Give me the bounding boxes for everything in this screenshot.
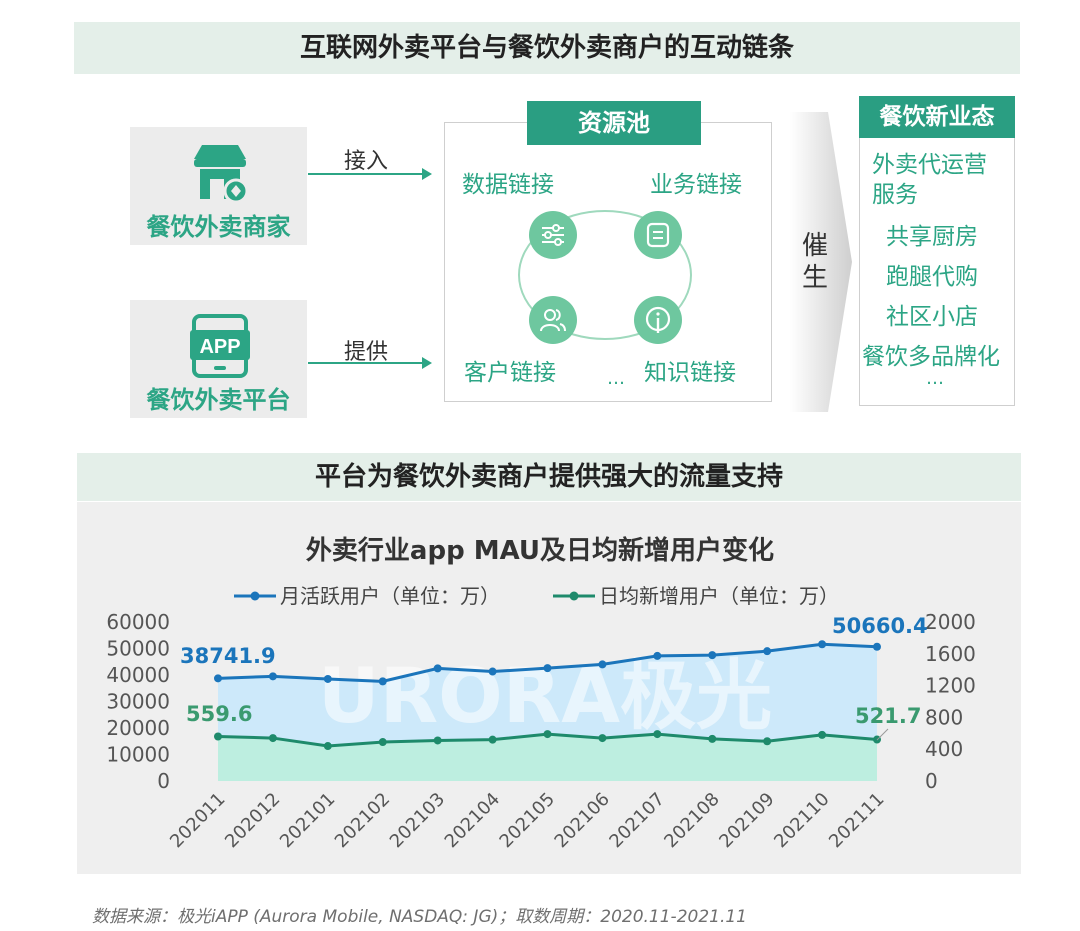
mau-point [433, 664, 442, 673]
chart-title: 外卖行业app MAU及日均新增用户变化 [305, 536, 775, 566]
sliders-icon [529, 211, 577, 259]
daily-point [488, 735, 497, 744]
data-label-mau-first: 38741.9 [180, 644, 276, 668]
y-left-tick-label: 30000 [106, 690, 170, 714]
y-left-tick-label: 10000 [106, 743, 170, 767]
x-tick-label: 202111 [825, 789, 888, 852]
pool-ring [518, 210, 692, 340]
connect-arrow [308, 168, 432, 180]
data-label-mau-last: 50660.4 [832, 614, 928, 638]
catalyze-chevron [790, 112, 852, 412]
x-tick-label: 202103 [386, 789, 449, 852]
provide-label: 提供 [344, 340, 389, 365]
users-icon [529, 296, 577, 344]
business-link-label: 业务链接 [650, 172, 742, 198]
provide-arrow [308, 357, 432, 369]
new-format-item: 共享厨房 [886, 224, 978, 250]
new-format-item: 跑腿代购 [886, 264, 978, 290]
daily-point [268, 734, 277, 743]
daily-point [433, 736, 442, 745]
connect-label: 接入 [344, 149, 389, 174]
y-right-tick-label: 800 [925, 705, 963, 729]
legend-daily-label: 日均新增用户（单位：万） [599, 584, 839, 608]
data-label-leader [876, 728, 889, 741]
y-right-tick-label: 400 [925, 737, 963, 761]
mau-point [488, 667, 497, 676]
x-tick-label: 202107 [605, 789, 668, 852]
data-label-daily-last: 521.7 [855, 704, 921, 728]
resource-pool-title: 资源池 [527, 101, 701, 145]
y-left-tick-label: 40000 [106, 663, 170, 687]
watermark: URORA极光 [318, 651, 772, 740]
legend-mau-marker [250, 591, 260, 601]
legend-mau-label: 月活跃用户（单位：万） [280, 584, 500, 608]
daily-point [378, 738, 387, 747]
new-format-item: 餐饮多品牌化 [862, 344, 1000, 370]
resource-pool-box [444, 122, 772, 402]
section-title: 平台为餐饮外卖商户提供强大的流量支持 [77, 453, 1021, 501]
x-tick-label: 202105 [496, 789, 559, 852]
new-format-item: 社区小店 [886, 304, 978, 330]
new-formats-box [859, 96, 1015, 406]
x-tick-label: 202012 [221, 789, 284, 852]
daily-point [323, 742, 332, 751]
mau-point [214, 674, 222, 683]
y-left-tick-label: 0 [157, 769, 170, 793]
daily-point [214, 732, 222, 741]
x-tick-label: 202104 [441, 789, 504, 852]
x-tick-label: 202109 [715, 789, 778, 852]
mau-point [763, 647, 772, 656]
mau-point [708, 651, 717, 660]
mau-point [598, 660, 607, 669]
pool-ellipsis: … [607, 368, 625, 389]
mau-point [818, 640, 827, 649]
x-tick-label: 202110 [770, 789, 833, 852]
mau-point [268, 672, 277, 681]
mau-point [873, 642, 881, 651]
x-tick-label: 202011 [166, 789, 229, 852]
data-label-daily-first: 559.6 [186, 702, 252, 726]
daily-point [543, 730, 552, 739]
platform-card: APP 餐饮外卖平台 [130, 300, 307, 418]
daily-point [818, 730, 827, 739]
data-link-label: 数据链接 [462, 172, 554, 198]
merchant-label: 餐饮外卖商家 [146, 213, 291, 241]
y-right-tick-label: 1600 [925, 642, 976, 666]
y-right-tick-label: 1200 [925, 674, 976, 698]
merchant-card: 餐饮外卖商家 [130, 127, 307, 245]
daily-point [763, 737, 772, 746]
storefront-icon [194, 145, 249, 204]
daily-point [598, 734, 607, 743]
app-badge-text: APP [199, 336, 240, 358]
y-left-tick-label: 20000 [106, 716, 170, 740]
platform-label: 餐饮外卖平台 [146, 386, 291, 414]
y-right-tick-label: 2000 [925, 610, 976, 634]
new-formats-title: 餐饮新业态 [859, 96, 1015, 138]
mau-point [653, 651, 662, 660]
y-left-tick-label: 50000 [106, 637, 170, 661]
mau-point [378, 677, 387, 686]
phone-app-icon: APP [190, 314, 250, 378]
mau-point [323, 674, 332, 683]
catalyze-label: 催生 [801, 231, 828, 293]
x-tick-label: 202101 [276, 789, 339, 852]
document-icon [634, 211, 682, 259]
source-note: 数据来源：极光iAPP (Aurora Mobile, NASDAQ: JG)；… [92, 907, 747, 927]
diagram-title: 互联网外卖平台与餐饮外卖商户的互动链条 [74, 22, 1020, 74]
new-formats-ellipsis: … [926, 368, 944, 389]
info-icon [634, 296, 682, 344]
x-tick-label: 202102 [331, 789, 394, 852]
mau-point [543, 664, 552, 673]
customer-link-label: 客户链接 [464, 360, 556, 386]
y-left-tick-label: 60000 [106, 610, 170, 634]
legend-daily-marker [569, 591, 579, 601]
y-right-tick-label: 0 [925, 769, 938, 793]
daily-point [708, 734, 717, 743]
x-tick-label: 202106 [551, 789, 614, 852]
knowledge-link-label: 知识链接 [644, 360, 736, 386]
new-format-item: 外卖代运营服务 [872, 152, 987, 208]
daily-point [653, 730, 662, 739]
x-tick-label: 202108 [660, 789, 723, 852]
